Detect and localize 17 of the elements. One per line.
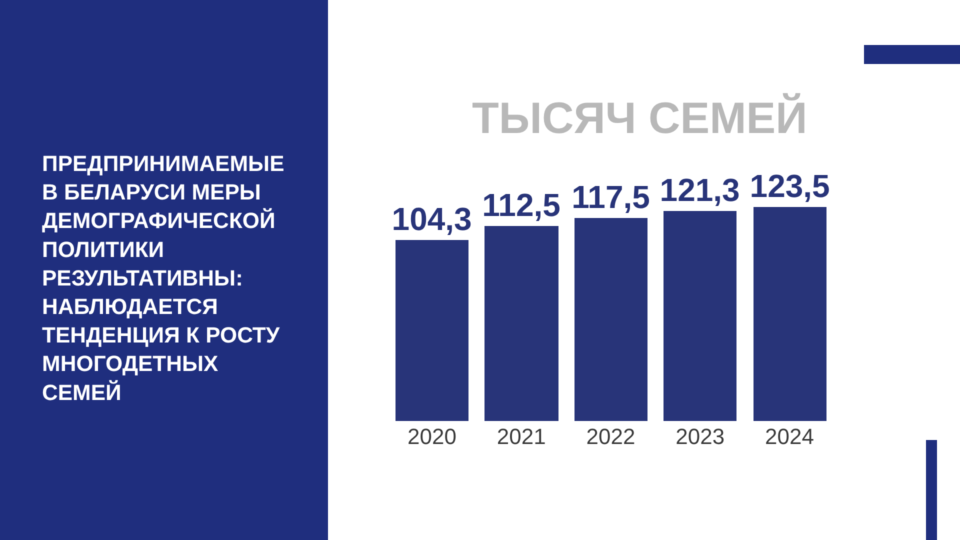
data-label: 117,5 <box>572 179 650 215</box>
data-label: 123,5 <box>750 168 830 204</box>
bar <box>574 218 648 421</box>
x-tick-label: 2021 <box>496 424 546 449</box>
data-label: 121,3 <box>660 172 740 208</box>
bar <box>395 240 468 421</box>
x-tick-label: 2022 <box>586 424 636 449</box>
bar <box>663 211 736 421</box>
x-tick-label: 2020 <box>408 424 456 449</box>
x-tick-label: 2023 <box>676 424 725 449</box>
bar <box>753 207 826 421</box>
chart-title: ПРЕДПРИНИМАЕМЫЕ В БЕЛАРУСИ МЕРЫ ДЕМОГРАФИЧЕСКОЙ ПОЛИТИКИ РЕЗУЛЬТАТИВНЫ: НАБЛЮДАЕТСЯ ТЕНДЕНЦИЯ К РОСТУ МНОГОДЕТНЫХ СЕМЕЙ <box>42 151 284 405</box>
data-label: 112,5 <box>482 187 560 223</box>
data-label: 104,3 <box>392 201 472 237</box>
chart-subtitle: ТЫСЯЧ СЕМЕЙ <box>472 93 808 143</box>
x-tick-label: 2024 <box>765 424 814 449</box>
bar <box>484 226 558 421</box>
